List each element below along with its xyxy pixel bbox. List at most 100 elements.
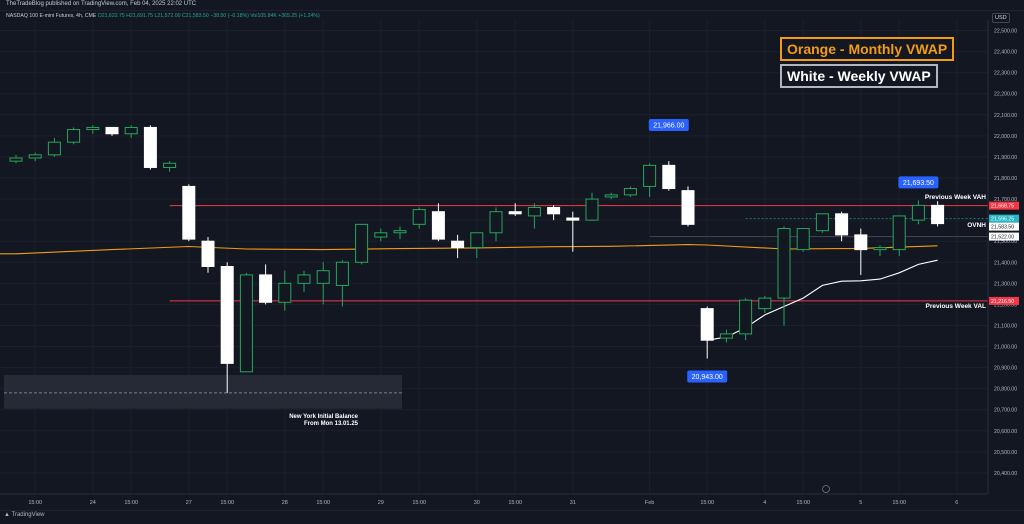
candle-body <box>931 204 945 225</box>
x-axis-tick-label: 15:00 <box>892 500 906 506</box>
candle-body <box>911 204 925 221</box>
x-axis-tick-label: 5 <box>859 500 862 506</box>
x-axis-tick-label: 15:00 <box>700 500 714 506</box>
top-bar: TheTradeBlog published on TradingView.co… <box>0 0 1024 11</box>
currency-button[interactable]: USD <box>992 13 1010 23</box>
candle-body <box>585 198 599 221</box>
candle-body <box>815 213 829 232</box>
candle-body <box>335 261 349 286</box>
x-axis-tick-label: 27 <box>186 500 192 506</box>
candle-body <box>105 126 119 135</box>
x-axis-tick-label: 30 <box>474 500 480 506</box>
y-axis-tick-label: 22,100.00 <box>994 113 1017 119</box>
candle-body <box>854 234 868 251</box>
legend-weekly-vwap: White - Weekly VWAP <box>780 64 938 88</box>
price-callout <box>687 370 728 383</box>
candle-body <box>835 213 849 236</box>
x-axis-tick-label: 28 <box>282 500 288 506</box>
price-callout <box>648 119 689 132</box>
y-axis-tick-label: 22,500.00 <box>994 29 1017 35</box>
candle-body <box>9 157 23 162</box>
y-axis-tick-label: 21,500.00 <box>994 239 1017 245</box>
logo-text: TradingView <box>11 512 45 518</box>
tradingview-logo[interactable]: ▲ TradingView <box>4 512 45 518</box>
y-axis-tick-label: 21,700.00 <box>994 197 1017 203</box>
candle-body <box>316 270 330 284</box>
candle-body <box>86 126 100 131</box>
symbol-name[interactable]: NASDAQ 100 E-mini Futures, 4h, CME <box>6 13 97 19</box>
initial-balance-note: New York Initial Balance From Mon 13.01.… <box>270 414 358 428</box>
y-axis-tick-label: 21,900.00 <box>994 155 1017 161</box>
y-axis-tick-label: 22,400.00 <box>994 50 1017 56</box>
y-axis-tick-label: 20,600.00 <box>994 429 1017 435</box>
y-axis-tick-label: 21,400.00 <box>994 260 1017 266</box>
candle-body <box>758 297 772 310</box>
x-axis-tick-label: 15:00 <box>124 500 138 506</box>
candle-body <box>719 333 733 339</box>
candle-body <box>239 274 253 373</box>
candle-body <box>527 206 541 217</box>
level-price-tag-text: 21,216.50 <box>991 299 1014 305</box>
candle-body <box>374 232 388 238</box>
ovnh-label: OVNH <box>967 222 986 229</box>
high-price-tag <box>989 214 1019 223</box>
ib-line-1: New York Initial Balance <box>289 414 358 420</box>
price-chart[interactable]: 21,966.00 21,693.50 20,943.00 22,500.00 22,4… <box>0 0 1024 510</box>
candle-body <box>451 240 465 249</box>
candle-body <box>681 190 695 225</box>
y-axis-tick-label: 20,700.00 <box>994 408 1017 414</box>
level-price-tag <box>989 296 1019 305</box>
candle-body <box>489 211 503 234</box>
y-axis-tick-label: 20,400.00 <box>994 471 1017 477</box>
candle-body <box>143 126 157 168</box>
candle-body <box>28 154 42 159</box>
x-axis-tick-label: 24 <box>90 500 96 506</box>
x-axis-tick-label: 15:00 <box>508 500 522 506</box>
x-axis-tick-label: 15:00 <box>316 500 330 506</box>
y-axis-tick-label: 22,000.00 <box>994 134 1017 140</box>
candle-body <box>220 265 234 364</box>
x-axis-tick-label: 4 <box>763 500 766 506</box>
price-callout-text: 21,966.00 <box>653 123 684 130</box>
price-callout <box>898 176 939 189</box>
candle-body <box>700 308 714 341</box>
candle-body <box>739 299 753 335</box>
candle-body <box>355 223 369 263</box>
y-axis-tick-label: 22,200.00 <box>994 92 1017 98</box>
candle-body <box>201 240 215 267</box>
x-axis-tick-label: 15:00 <box>412 500 426 506</box>
level-price-tag <box>989 232 1019 241</box>
x-axis-tick-label: 6 <box>955 500 958 506</box>
candle-body <box>508 211 522 215</box>
candle-body <box>643 164 657 187</box>
y-axis-tick-label: 21,300.00 <box>994 281 1017 287</box>
candle-body <box>777 228 791 299</box>
candle-body <box>604 194 618 198</box>
candle-body <box>163 162 177 168</box>
candle-body <box>873 247 887 251</box>
y-axis-tick-label: 21,000.00 <box>994 345 1017 351</box>
candle-body <box>297 274 311 284</box>
x-axis-tick-label: 31 <box>570 500 576 506</box>
bottom-bar <box>0 510 1024 524</box>
publisher-line: TheTradeBlog published on TradingView.co… <box>6 1 197 7</box>
prev-week-val-label: Previous Week VAL <box>925 303 986 310</box>
candle-body <box>47 141 61 156</box>
y-axis-tick-label: 20,500.00 <box>994 450 1017 456</box>
x-axis-tick-label: 15:00 <box>220 500 234 506</box>
y-axis-tick-label: 20,800.00 <box>994 387 1017 393</box>
y-axis-tick-label: 21,200.00 <box>994 302 1017 308</box>
last-price-tag <box>989 222 1019 231</box>
candle-body <box>124 126 138 135</box>
ib-line-2: From Mon 13.01.25 <box>303 421 358 427</box>
candle-body <box>566 217 580 221</box>
initial-balance-zone <box>4 374 402 409</box>
candle-body <box>431 211 445 240</box>
clock-icon <box>822 485 830 493</box>
ohlc-values: O21,622.75 H21,691.75 L21,572.00 C21,583… <box>97 13 320 19</box>
y-axis-tick-label: 22,300.00 <box>994 71 1017 77</box>
candle-body <box>393 230 407 234</box>
y-axis-tick-label: 21,100.00 <box>994 323 1017 329</box>
candle-body <box>892 215 906 251</box>
level-price-tag <box>989 201 1019 210</box>
